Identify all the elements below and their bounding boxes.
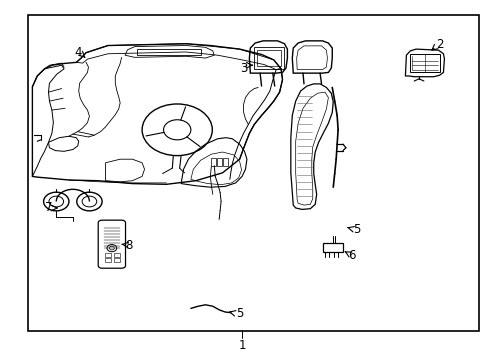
Text: 5: 5 (235, 307, 243, 320)
Bar (256, 50, 281, 66)
Text: 5: 5 (352, 223, 360, 236)
Bar (27, 15, 478, 330)
Bar (105, 258, 111, 262)
Text: 3: 3 (239, 62, 247, 75)
Text: 1: 1 (238, 339, 245, 352)
Bar (217, 158, 222, 166)
Bar (211, 158, 216, 166)
Bar (105, 253, 111, 257)
Text: 2: 2 (435, 38, 443, 51)
Bar (223, 158, 227, 166)
Bar (322, 243, 342, 252)
Text: 7: 7 (44, 202, 52, 215)
Bar (114, 258, 120, 262)
Text: 4: 4 (74, 46, 81, 59)
Bar (137, 49, 200, 55)
Bar (409, 54, 439, 72)
Text: 6: 6 (347, 249, 355, 262)
Text: 8: 8 (124, 239, 132, 252)
Bar (114, 253, 120, 257)
